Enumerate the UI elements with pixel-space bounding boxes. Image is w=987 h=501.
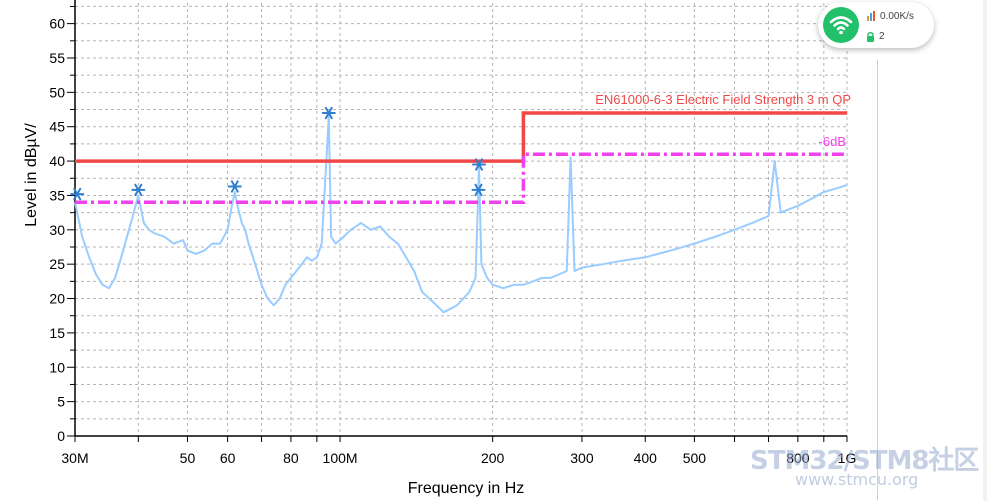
- x-tick-label: 800: [786, 450, 810, 466]
- peak-marker: [472, 158, 486, 171]
- x-tick-label: 500: [683, 450, 707, 466]
- peak-marker-stroke: [474, 183, 483, 197]
- x-tick-label: 80: [283, 450, 299, 466]
- peak-marker-stroke: [475, 158, 483, 171]
- y-tick-label: 15: [49, 325, 65, 341]
- limit-line: [75, 152, 847, 205]
- watermark-title: STM32/STM8社区: [750, 446, 979, 476]
- limit-lines: [75, 111, 847, 205]
- y-tick-label: 55: [49, 50, 65, 66]
- peak-marker: [471, 183, 486, 197]
- y-tick-label: 30: [49, 222, 65, 238]
- peak-marker-stroke: [324, 106, 333, 120]
- network-status-pill[interactable]: 0.00K/s 2: [818, 2, 934, 48]
- peak-marker: [321, 106, 336, 120]
- measurement-trace: [74, 115, 848, 314]
- x-axis-title: Frequency in Hz: [408, 480, 525, 497]
- x-tick-label: 30M: [61, 450, 88, 466]
- series: [74, 115, 848, 314]
- peak-marker: [227, 180, 242, 193]
- speed-row: 0.00K/s: [866, 11, 914, 22]
- y-tick-label: 45: [49, 119, 65, 135]
- peak-marker-stroke: [134, 183, 143, 197]
- x-tick-label: 60: [220, 450, 236, 466]
- y-tick-label: 50: [49, 84, 65, 100]
- x-tick-label: 200: [481, 450, 505, 466]
- x-tick-label: 100M: [323, 450, 358, 466]
- y-tick-label: 20: [49, 291, 65, 307]
- watermark-url: www.stmcu.org: [795, 470, 919, 489]
- wifi-badge: [823, 7, 859, 43]
- window-edge: [983, 0, 987, 501]
- y-tick-label: 60: [49, 16, 65, 32]
- minor-ticks: [67, 5, 848, 442]
- x-tick-label: 300: [570, 450, 594, 466]
- bar-chart-icon: [867, 11, 875, 22]
- y-tick-label: 40: [49, 153, 65, 169]
- x-tick-labels: 30M 50 60 80 100M 200 300 400 500 800 1G: [61, 450, 856, 466]
- grid: [75, 3, 848, 436]
- peak-markers: [70, 106, 486, 201]
- x-tick-label: 50: [180, 450, 196, 466]
- x-tick-label: 400: [634, 450, 658, 466]
- y-tick-label: 35: [49, 187, 65, 203]
- limit-line: [75, 111, 847, 163]
- y-tick-label: 10: [49, 359, 65, 375]
- x-tick-label: 1G: [838, 450, 857, 466]
- speed-value: 0.00K/s: [880, 11, 914, 22]
- panel-divider: [877, 60, 878, 500]
- limit-label-6db: -6dB: [819, 134, 846, 149]
- peak-marker-stroke: [73, 187, 82, 201]
- lock-icon: [867, 31, 874, 42]
- y-tick-labels: 0 5 10 15 20 25 30 35 40 45 50 55 60: [49, 16, 65, 444]
- y-axis-title: Level in dBµV/: [23, 123, 40, 227]
- y-tick-label: 25: [49, 256, 65, 272]
- count-value: 2: [879, 31, 885, 43]
- limit-label-qp: EN61000-6-3 Electric Field Strength 3 m …: [595, 92, 851, 107]
- peak-marker: [131, 183, 146, 197]
- y-tick-label: 5: [57, 394, 65, 410]
- y-tick-label: 0: [57, 428, 65, 444]
- peak-marker-stroke: [230, 180, 239, 193]
- wifi-icon: [829, 16, 853, 35]
- count-row: 2: [866, 31, 885, 42]
- peak-marker: [70, 187, 85, 201]
